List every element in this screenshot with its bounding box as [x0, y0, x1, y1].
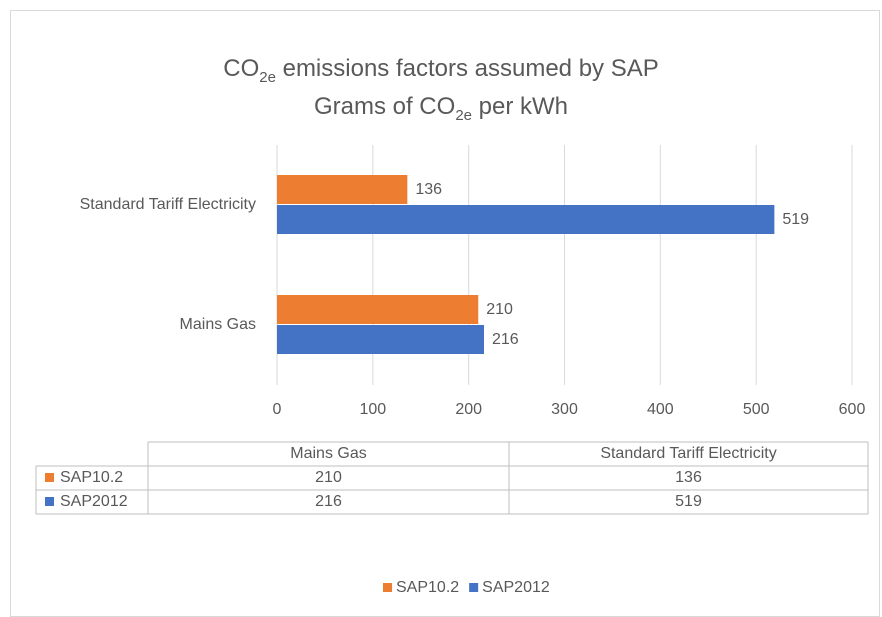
bar: [277, 175, 408, 204]
data-label: 519: [782, 211, 809, 228]
data-label: 210: [486, 301, 513, 318]
legend-label: SAP10.2: [396, 579, 459, 596]
bar: [277, 295, 479, 324]
title-part: emissions factors assumed by SAP: [276, 55, 659, 82]
table-key: [45, 473, 54, 482]
x-tick-label: 100: [359, 401, 386, 418]
y-tick-label: Mains Gas: [180, 316, 256, 333]
title-part: per kWh: [472, 93, 568, 120]
legend-swatch: [469, 583, 479, 592]
bar: [277, 205, 775, 234]
table-cell: 216: [315, 493, 342, 510]
table-row-label: SAP2012: [60, 493, 128, 510]
x-tick-label: 400: [647, 401, 674, 418]
bar: [277, 325, 484, 354]
table-header: Standard Tariff Electricity: [600, 445, 776, 462]
table-key: [45, 497, 54, 506]
title-part: 2e: [259, 69, 276, 86]
chart-title: CO2e emissions factors assumed by SAP: [223, 55, 659, 86]
title-part: CO: [223, 55, 259, 82]
table-row-label: SAP10.2: [60, 469, 123, 486]
table-cell: 136: [675, 469, 702, 486]
data-label: 136: [415, 181, 442, 198]
table-header: Mains Gas: [290, 445, 366, 462]
x-tick-label: 300: [551, 401, 578, 418]
table-cell: 210: [315, 469, 342, 486]
title-part: 2e: [455, 107, 472, 124]
legend-swatch: [383, 583, 392, 592]
x-tick-label: 600: [839, 401, 866, 418]
x-tick-label: 200: [455, 401, 482, 418]
y-tick-label: Standard Tariff Electricity: [80, 196, 256, 213]
data-label: 216: [492, 331, 519, 348]
x-tick-label: 0: [273, 401, 282, 418]
legend-label: SAP2012: [482, 579, 550, 596]
title-part: Grams of CO: [314, 93, 455, 120]
chart-title: Grams of CO2e per kWh: [314, 93, 568, 124]
x-tick-label: 500: [743, 401, 770, 418]
table-cell: 519: [675, 493, 702, 510]
